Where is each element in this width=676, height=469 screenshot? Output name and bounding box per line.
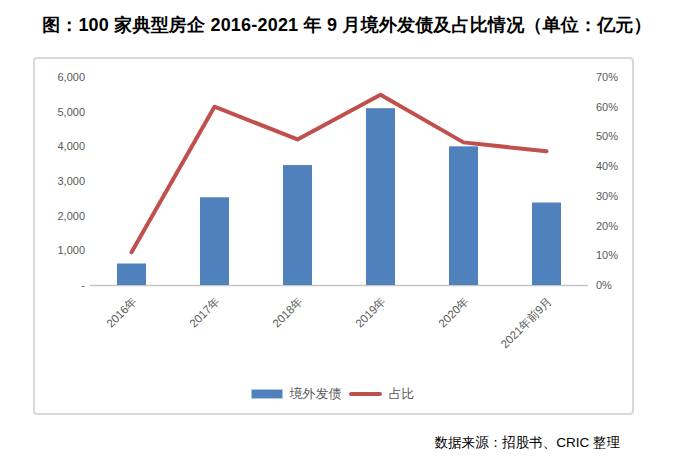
- y-axis-left-tick-label: 1,000: [57, 244, 85, 256]
- y-axis-left-tick-label: 4,000: [57, 140, 85, 152]
- bar-2019年: [366, 108, 395, 285]
- x-axis-category-label: 2016年: [104, 295, 139, 330]
- y-axis-right-tick-label: 10%: [596, 249, 618, 261]
- legend-bar-swatch: [251, 389, 283, 399]
- y-axis-right-tick-label: 60%: [596, 101, 618, 113]
- data-source: 数据来源：招股书、CRIC 整理: [435, 434, 620, 452]
- y-axis-right-tick-label: 70%: [596, 71, 618, 83]
- chart-canvas: 6,000 5,000 4,000 3,000 2,000 1,000 - 70% 60% 50%…: [35, 59, 632, 383]
- chart-frame: 6,000 5,000 4,000 3,000 2,000 1,000 - 70% 60% 50%…: [33, 57, 634, 415]
- line-series: [132, 95, 547, 252]
- legend: 境外发债 占比: [35, 385, 632, 403]
- y-axis-right-tick-label: 0%: [596, 279, 612, 291]
- y-axis-left-tick-label: 2,000: [57, 210, 85, 222]
- x-axis-category-label: 2017年: [187, 295, 222, 330]
- y-axis-right-tick-label: 50%: [596, 130, 618, 142]
- y-axis-right-tick-label: 30%: [596, 190, 618, 202]
- y-axis-left-tick-label: -: [81, 279, 85, 291]
- y-axis-left-tick-label: 5,000: [57, 106, 85, 118]
- y-axis-right-tick-label: 40%: [596, 160, 618, 172]
- bar-2021年前9月: [532, 202, 561, 285]
- y-axis-left-tick-label: 6,000: [57, 71, 85, 83]
- legend-bar-label: 境外发债: [288, 385, 344, 403]
- y-axis-left-tick-label: 3,000: [57, 175, 85, 187]
- legend-line-swatch: [349, 392, 382, 396]
- x-axis-category-label: 2021年前9月: [498, 295, 553, 350]
- bar-2017年: [200, 197, 229, 285]
- x-axis-category-label: 2018年: [270, 295, 305, 330]
- bar-2020年: [449, 146, 478, 285]
- x-axis-category-label: 2020年: [436, 295, 471, 330]
- y-axis-right-tick-label: 20%: [596, 220, 618, 232]
- x-axis-category-label: 2019年: [353, 295, 388, 330]
- chart-title: 图：100 家典型房企 2016-2021 年 9 月境外发债及占比情况（单位：…: [42, 13, 642, 37]
- bar-2016年: [117, 264, 146, 285]
- bar-2018年: [283, 165, 312, 285]
- legend-line-label: 占比: [387, 385, 417, 403]
